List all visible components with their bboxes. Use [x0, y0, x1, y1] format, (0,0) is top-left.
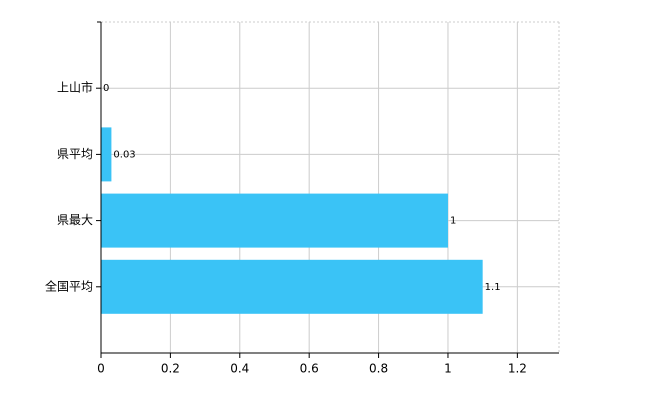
- x-tick-label: 0.8: [369, 362, 388, 376]
- y-tick-label: 県最大: [57, 213, 93, 227]
- x-tick-label: 0.2: [161, 362, 180, 376]
- bar: [101, 259, 483, 314]
- bar: [101, 193, 448, 248]
- value-label: 0: [103, 83, 109, 94]
- bar: [101, 127, 112, 182]
- value-label: 0.03: [113, 149, 135, 160]
- x-tick-label: 0.6: [300, 362, 319, 376]
- x-tick-label: 0: [97, 362, 105, 376]
- y-tick-label: 県平均: [57, 147, 93, 161]
- x-tick-label: 0.4: [230, 362, 249, 376]
- x-tick-label: 1.2: [508, 362, 527, 376]
- value-label: 1: [450, 216, 456, 227]
- x-tick-label: 1: [444, 362, 452, 376]
- y-tick-label: 全国平均: [45, 278, 93, 293]
- y-tick-label: 上山市: [57, 80, 93, 95]
- value-label: 1.1: [485, 282, 501, 293]
